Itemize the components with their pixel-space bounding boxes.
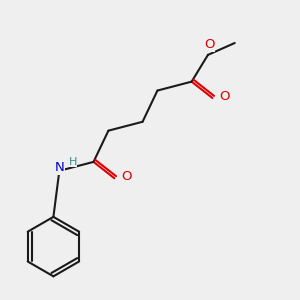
Text: O: O xyxy=(122,170,132,183)
Text: O: O xyxy=(220,90,230,103)
Text: H: H xyxy=(68,157,77,167)
Text: N: N xyxy=(55,161,64,174)
Text: O: O xyxy=(204,38,215,51)
